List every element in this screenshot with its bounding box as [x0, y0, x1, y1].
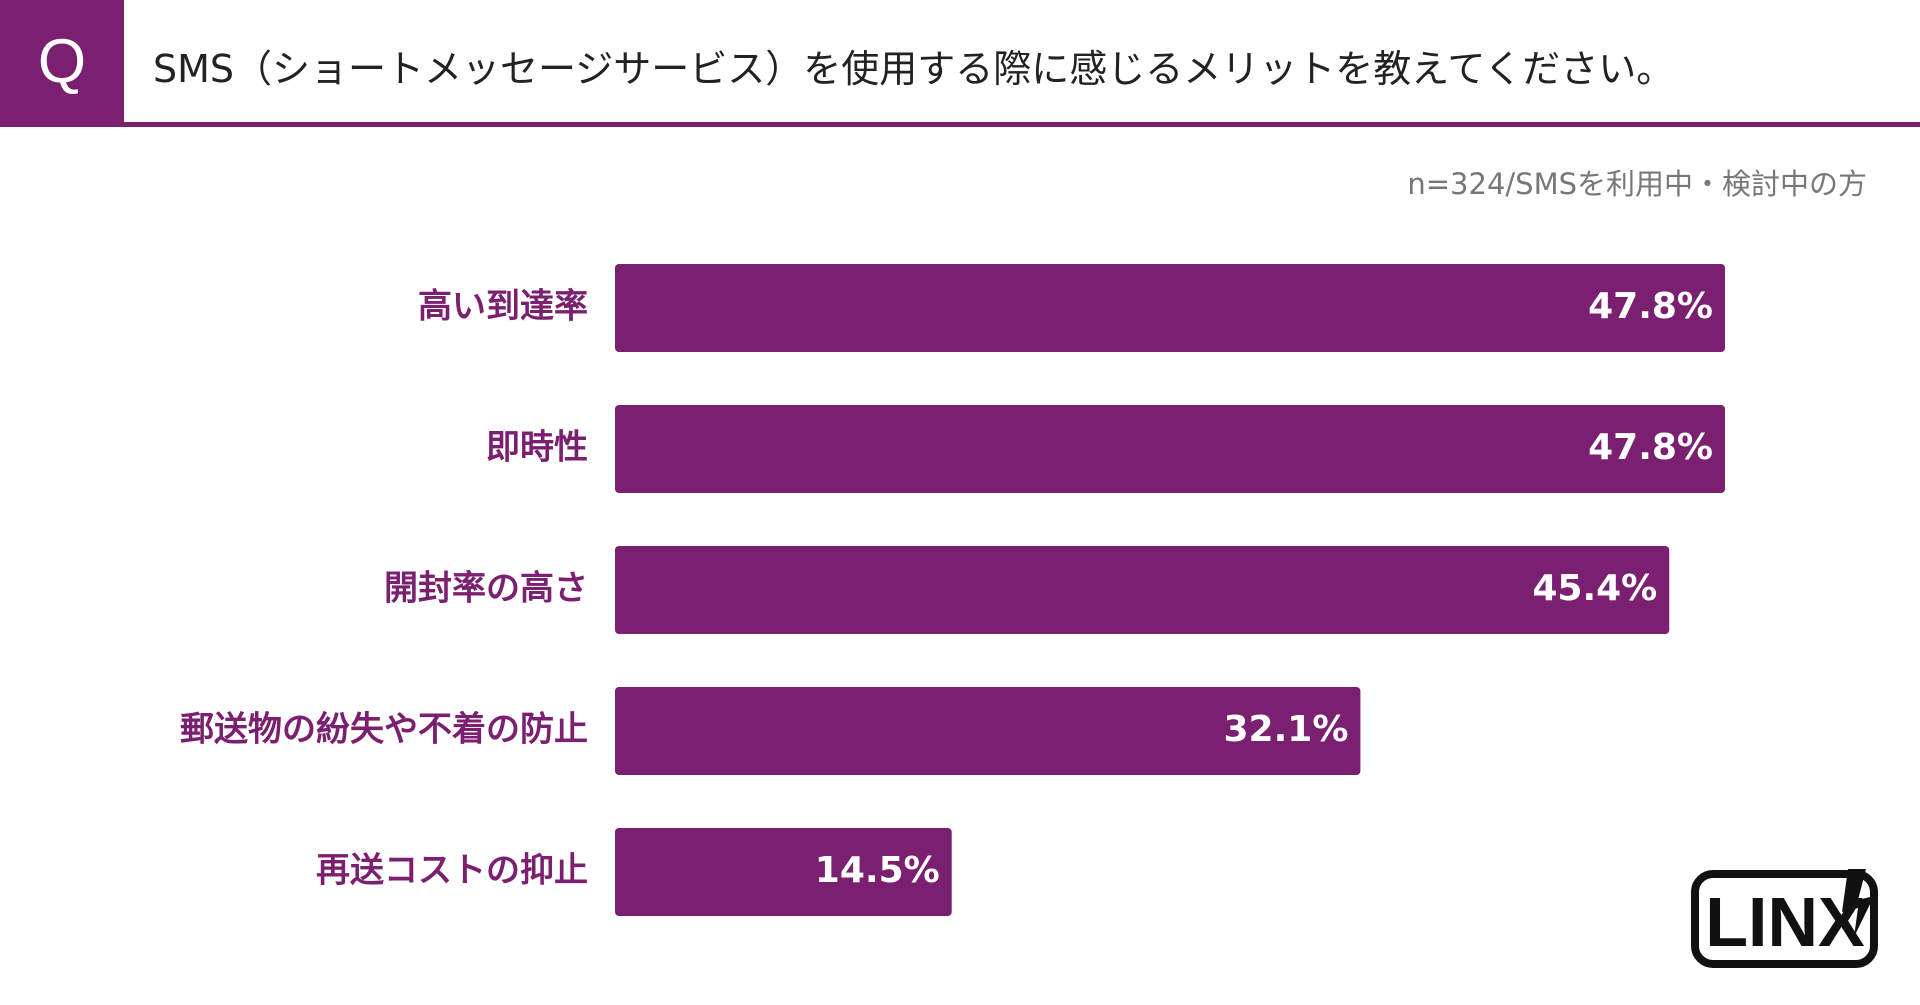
- logo-text: LINX: [1705, 883, 1865, 961]
- bar-value-label: 45.4%: [1532, 568, 1657, 609]
- category-label: 開封率の高さ: [384, 569, 588, 609]
- category-label: 再送コストの抑止: [316, 851, 588, 891]
- question-marker-label: Q: [37, 27, 87, 96]
- bar-value-label: 32.1%: [1224, 709, 1349, 750]
- category-label: 郵送物の紛失や不着の防止: [180, 710, 588, 750]
- bar-value-label: 47.8%: [1588, 427, 1713, 468]
- sample-note: n=324/SMSを利用中・検討中の方: [1407, 167, 1867, 201]
- question-title: SMS（ショートメッセージサービス）を使用する際に感じるメリットを教えてください…: [153, 46, 1675, 91]
- question-marker: Q: [0, 0, 124, 124]
- category-label: 高い到達率: [418, 287, 588, 327]
- bar-value-label: 14.5%: [815, 850, 940, 891]
- header-divider: [0, 122, 1920, 127]
- bar: [615, 264, 1725, 352]
- bar: [615, 546, 1670, 634]
- category-label: 即時性: [486, 428, 588, 468]
- bar: [615, 687, 1361, 775]
- bar: [615, 828, 952, 916]
- bar-value-label: 47.8%: [1588, 286, 1713, 327]
- linx-logo: LINX: [1691, 869, 1878, 968]
- bar: [615, 405, 1725, 493]
